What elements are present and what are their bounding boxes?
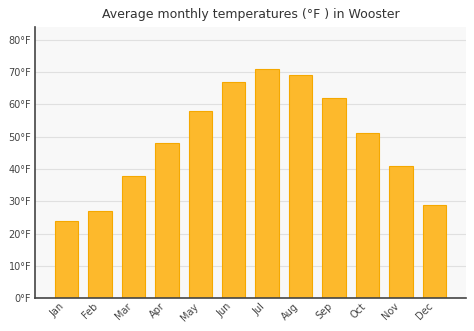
Title: Average monthly temperatures (°F ) in Wooster: Average monthly temperatures (°F ) in Wo… bbox=[101, 8, 399, 21]
Bar bbox=[122, 175, 145, 299]
Bar bbox=[322, 98, 346, 299]
Bar bbox=[389, 166, 413, 299]
Bar bbox=[356, 133, 379, 299]
Bar bbox=[189, 111, 212, 299]
Bar bbox=[255, 69, 279, 299]
Bar bbox=[222, 82, 246, 299]
Bar bbox=[88, 211, 112, 299]
Bar bbox=[55, 221, 78, 299]
Bar bbox=[289, 75, 312, 299]
Bar bbox=[155, 143, 179, 299]
Bar bbox=[423, 205, 446, 299]
